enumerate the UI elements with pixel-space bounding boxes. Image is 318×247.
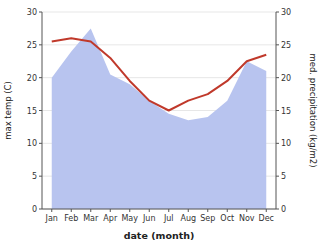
x-tick (266, 209, 267, 212)
y-tick (39, 176, 42, 177)
x-tick-label: Apr (103, 214, 118, 223)
temp-line (52, 38, 267, 110)
y2-tick (276, 44, 279, 45)
x-tick-label: Jul (163, 214, 174, 223)
y-tick-label: 30 (27, 8, 37, 17)
grid-line (42, 209, 276, 210)
data-area (52, 28, 267, 209)
y2-tick (276, 209, 279, 210)
y2-tick-label: 5 (281, 172, 286, 181)
x-tick-label: Jan (45, 214, 58, 223)
x-tick (110, 209, 111, 212)
y2-tick-label: 20 (281, 74, 291, 83)
y-axis-label: max temp (C) (3, 81, 13, 140)
y2-axis-label: med. precipitation (kg/m2) (308, 53, 318, 167)
y2-tick-label: 30 (281, 8, 291, 17)
y-tick (39, 143, 42, 144)
x-tick-label: Aug (180, 214, 196, 223)
y-tick-label: 15 (27, 107, 37, 116)
x-tick (168, 209, 169, 212)
y2-tick (276, 110, 279, 111)
x-axis-label: date (month) (124, 230, 195, 241)
y2-tick-label: 25 (281, 41, 291, 50)
x-tick (246, 209, 247, 212)
y-tick-label: 5 (32, 172, 37, 181)
x-tick (207, 209, 208, 212)
x-tick-label: Mar (83, 214, 99, 223)
grid-line (42, 12, 276, 13)
x-axis-line (42, 209, 276, 210)
y-tick (39, 209, 42, 210)
x-tick-label: Dec (259, 214, 274, 223)
y2-tick (276, 176, 279, 177)
y2-tick-label: 15 (281, 107, 291, 116)
y-tick (39, 110, 42, 111)
x-tick-label: May (121, 214, 138, 223)
precip-area (52, 28, 267, 209)
x-tick-label: Nov (239, 214, 255, 223)
x-tick (227, 209, 228, 212)
y2-tick-label: 10 (281, 139, 291, 148)
axes: 0 5 10 15 20 25 30 0 5 10 15 20 25 30 Jan Feb Mar AprMay J… (27, 8, 291, 223)
y-tick (39, 12, 42, 13)
x-tick-label: Oct (220, 214, 234, 223)
y2-tick (276, 12, 279, 13)
chart-svg: 0 5 10 15 20 25 30 0 5 10 15 20 25 30 Jan Feb Mar AprMay J… (0, 0, 318, 247)
x-tick (90, 209, 91, 212)
x-tick-label: Sep (200, 214, 215, 223)
x-tick (71, 209, 72, 212)
grid (42, 12, 276, 209)
y-tick-label: 20 (27, 74, 37, 83)
x-tick (149, 209, 150, 212)
y-tick-label: 10 (27, 139, 37, 148)
y2-tick (276, 143, 279, 144)
x-tick (188, 209, 189, 212)
y-tick (39, 77, 42, 78)
y2-tick-label: 0 (281, 205, 286, 214)
x-tick (129, 209, 130, 212)
y-tick (39, 44, 42, 45)
y2-tick (276, 77, 279, 78)
x-tick (51, 209, 52, 212)
y-tick-label: 0 (32, 205, 37, 214)
y-tick-label: 25 (27, 41, 37, 50)
x-tick-label: Jun (142, 214, 156, 223)
x-tick-label: Feb (64, 214, 78, 223)
